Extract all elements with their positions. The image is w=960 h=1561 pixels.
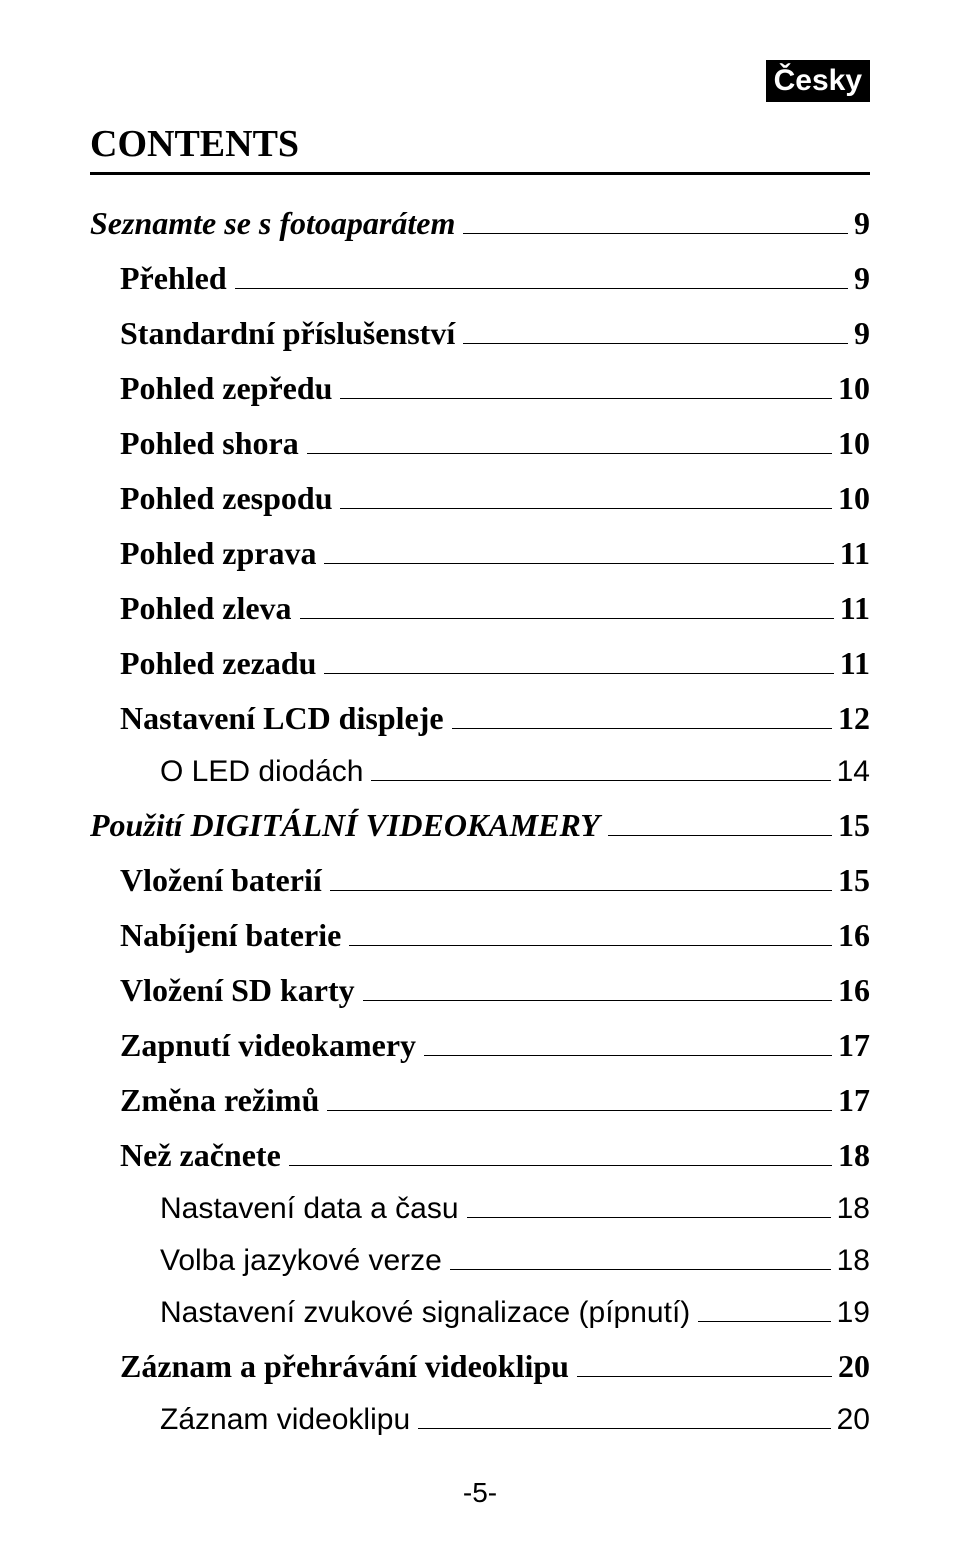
toc-leader-line	[300, 618, 834, 619]
toc-row: Záznam a přehrávání videoklipu 20	[90, 1348, 870, 1385]
toc-entry-label: Pohled zezadu	[120, 645, 316, 682]
toc-leader-line	[363, 1000, 832, 1001]
toc-entry-label: Nastavení zvukové signalizace (pípnutí)	[160, 1296, 690, 1330]
toc-row: O LED diodách 14	[90, 755, 870, 789]
toc-entry-label: Pohled zprava	[120, 535, 316, 572]
toc-leader-line	[424, 1055, 832, 1056]
toc-entry-page: 12	[838, 700, 870, 737]
toc-leader-line	[307, 453, 832, 454]
toc-entry-label: Použití DIGITÁLNÍ VIDEOKAMERY	[90, 807, 600, 844]
toc-row: Volba jazykové verze 18	[90, 1244, 870, 1278]
toc-entry-label: Nastavení data a času	[160, 1192, 459, 1226]
toc-entry-label: O LED diodách	[160, 755, 363, 789]
toc-leader-line	[340, 398, 832, 399]
toc-entry-label: Nabíjení baterie	[120, 917, 341, 954]
toc-entry-page: 9	[854, 205, 870, 242]
toc-leader-line	[608, 835, 832, 836]
toc-leader-line	[349, 945, 832, 946]
toc-entry-label: Vložení baterií	[120, 862, 322, 899]
toc-entry-page: 10	[838, 370, 870, 407]
toc-entry-page: 11	[840, 590, 870, 627]
toc-entry-page: 20	[837, 1403, 870, 1437]
toc-row: Pohled zepředu 10	[90, 370, 870, 407]
toc-entry-page: 9	[854, 260, 870, 297]
toc-row: Pohled zezadu 11	[90, 645, 870, 682]
toc-entry-page: 11	[840, 535, 870, 572]
toc-entry-page: 14	[837, 755, 870, 789]
toc-entry-page: 17	[838, 1027, 870, 1064]
toc-entry-label: Pohled zepředu	[120, 370, 332, 407]
toc-row: Použití DIGITÁLNÍ VIDEOKAMERY 15	[90, 807, 870, 844]
toc-entry-page: 15	[838, 862, 870, 899]
toc-row: Nastavení LCD displeje 12	[90, 700, 870, 737]
table-of-contents: Seznamte se s fotoaparátem9Přehled9Stand…	[90, 205, 870, 1437]
toc-leader-line	[289, 1165, 832, 1166]
toc-leader-line	[327, 1110, 832, 1111]
toc-leader-line	[450, 1269, 831, 1270]
toc-leader-line	[340, 508, 832, 509]
toc-leader-line	[418, 1428, 831, 1429]
toc-leader-line	[698, 1321, 830, 1322]
toc-row: Seznamte se s fotoaparátem 9	[90, 205, 870, 242]
toc-entry-page: 19	[837, 1296, 870, 1330]
toc-leader-line	[463, 233, 848, 234]
toc-row: Než začnete 18	[90, 1137, 870, 1174]
toc-entry-label: Vložení SD karty	[120, 972, 355, 1009]
toc-entry-label: Záznam videoklipu	[160, 1403, 410, 1437]
toc-entry-page: 16	[838, 917, 870, 954]
toc-entry-label: Změna režimů	[120, 1082, 319, 1119]
toc-entry-page: 15	[838, 807, 870, 844]
toc-entry-label: Zapnutí videokamery	[120, 1027, 416, 1064]
toc-entry-label: Pohled shora	[120, 425, 299, 462]
toc-row: Pohled zleva 11	[90, 590, 870, 627]
toc-entry-label: Záznam a přehrávání videoklipu	[120, 1348, 569, 1385]
toc-entry-label: Standardní příslušenství	[120, 315, 455, 352]
toc-row: Změna režimů 17	[90, 1082, 870, 1119]
toc-leader-line	[463, 343, 848, 344]
toc-entry-page: 18	[837, 1192, 870, 1226]
toc-entry-page: 20	[838, 1348, 870, 1385]
toc-leader-line	[235, 288, 848, 289]
toc-entry-label: Volba jazykové verze	[160, 1244, 442, 1278]
contents-heading: CONTENTS	[90, 122, 870, 175]
toc-row: Vložení baterií 15	[90, 862, 870, 899]
toc-entry-label: Nastavení LCD displeje	[120, 700, 444, 737]
toc-entry-page: 17	[838, 1082, 870, 1119]
toc-leader-line	[330, 890, 832, 891]
language-badge: Česky	[90, 60, 870, 102]
toc-entry-page: 16	[838, 972, 870, 1009]
toc-leader-line	[577, 1376, 832, 1377]
toc-entry-label: Pohled zleva	[120, 590, 292, 627]
toc-row: Vložení SD karty 16	[90, 972, 870, 1009]
toc-row: Nastavení zvukové signalizace (pípnutí) 1…	[90, 1296, 870, 1330]
toc-entry-label: Seznamte se s fotoaparátem	[90, 205, 455, 242]
toc-entry-label: Pohled zespodu	[120, 480, 332, 517]
toc-leader-line	[371, 780, 830, 781]
page-container: Česky CONTENTS Seznamte se s fotoaparáte…	[90, 60, 870, 1509]
toc-entry-page: 18	[838, 1137, 870, 1174]
toc-row: Pohled shora 10	[90, 425, 870, 462]
toc-entry-page: 18	[837, 1244, 870, 1278]
toc-leader-line	[324, 563, 833, 564]
toc-row: Pohled zespodu 10	[90, 480, 870, 517]
toc-row: Nastavení data a času 18	[90, 1192, 870, 1226]
toc-entry-page: 9	[854, 315, 870, 352]
page-number-footer: -5-	[90, 1477, 870, 1509]
toc-entry-page: 11	[840, 645, 870, 682]
toc-row: Standardní příslušenství 9	[90, 315, 870, 352]
language-badge-text: Česky	[766, 60, 870, 102]
toc-row: Pohled zprava 11	[90, 535, 870, 572]
toc-leader-line	[467, 1217, 831, 1218]
toc-row: Nabíjení baterie 16	[90, 917, 870, 954]
toc-entry-page: 10	[838, 425, 870, 462]
toc-entry-label: Než začnete	[120, 1137, 281, 1174]
toc-entry-label: Přehled	[120, 260, 227, 297]
toc-row: Záznam videoklipu 20	[90, 1403, 870, 1437]
toc-leader-line	[452, 728, 832, 729]
toc-entry-page: 10	[838, 480, 870, 517]
toc-row: Zapnutí videokamery 17	[90, 1027, 870, 1064]
toc-leader-line	[324, 673, 833, 674]
toc-row: Přehled 9	[90, 260, 870, 297]
